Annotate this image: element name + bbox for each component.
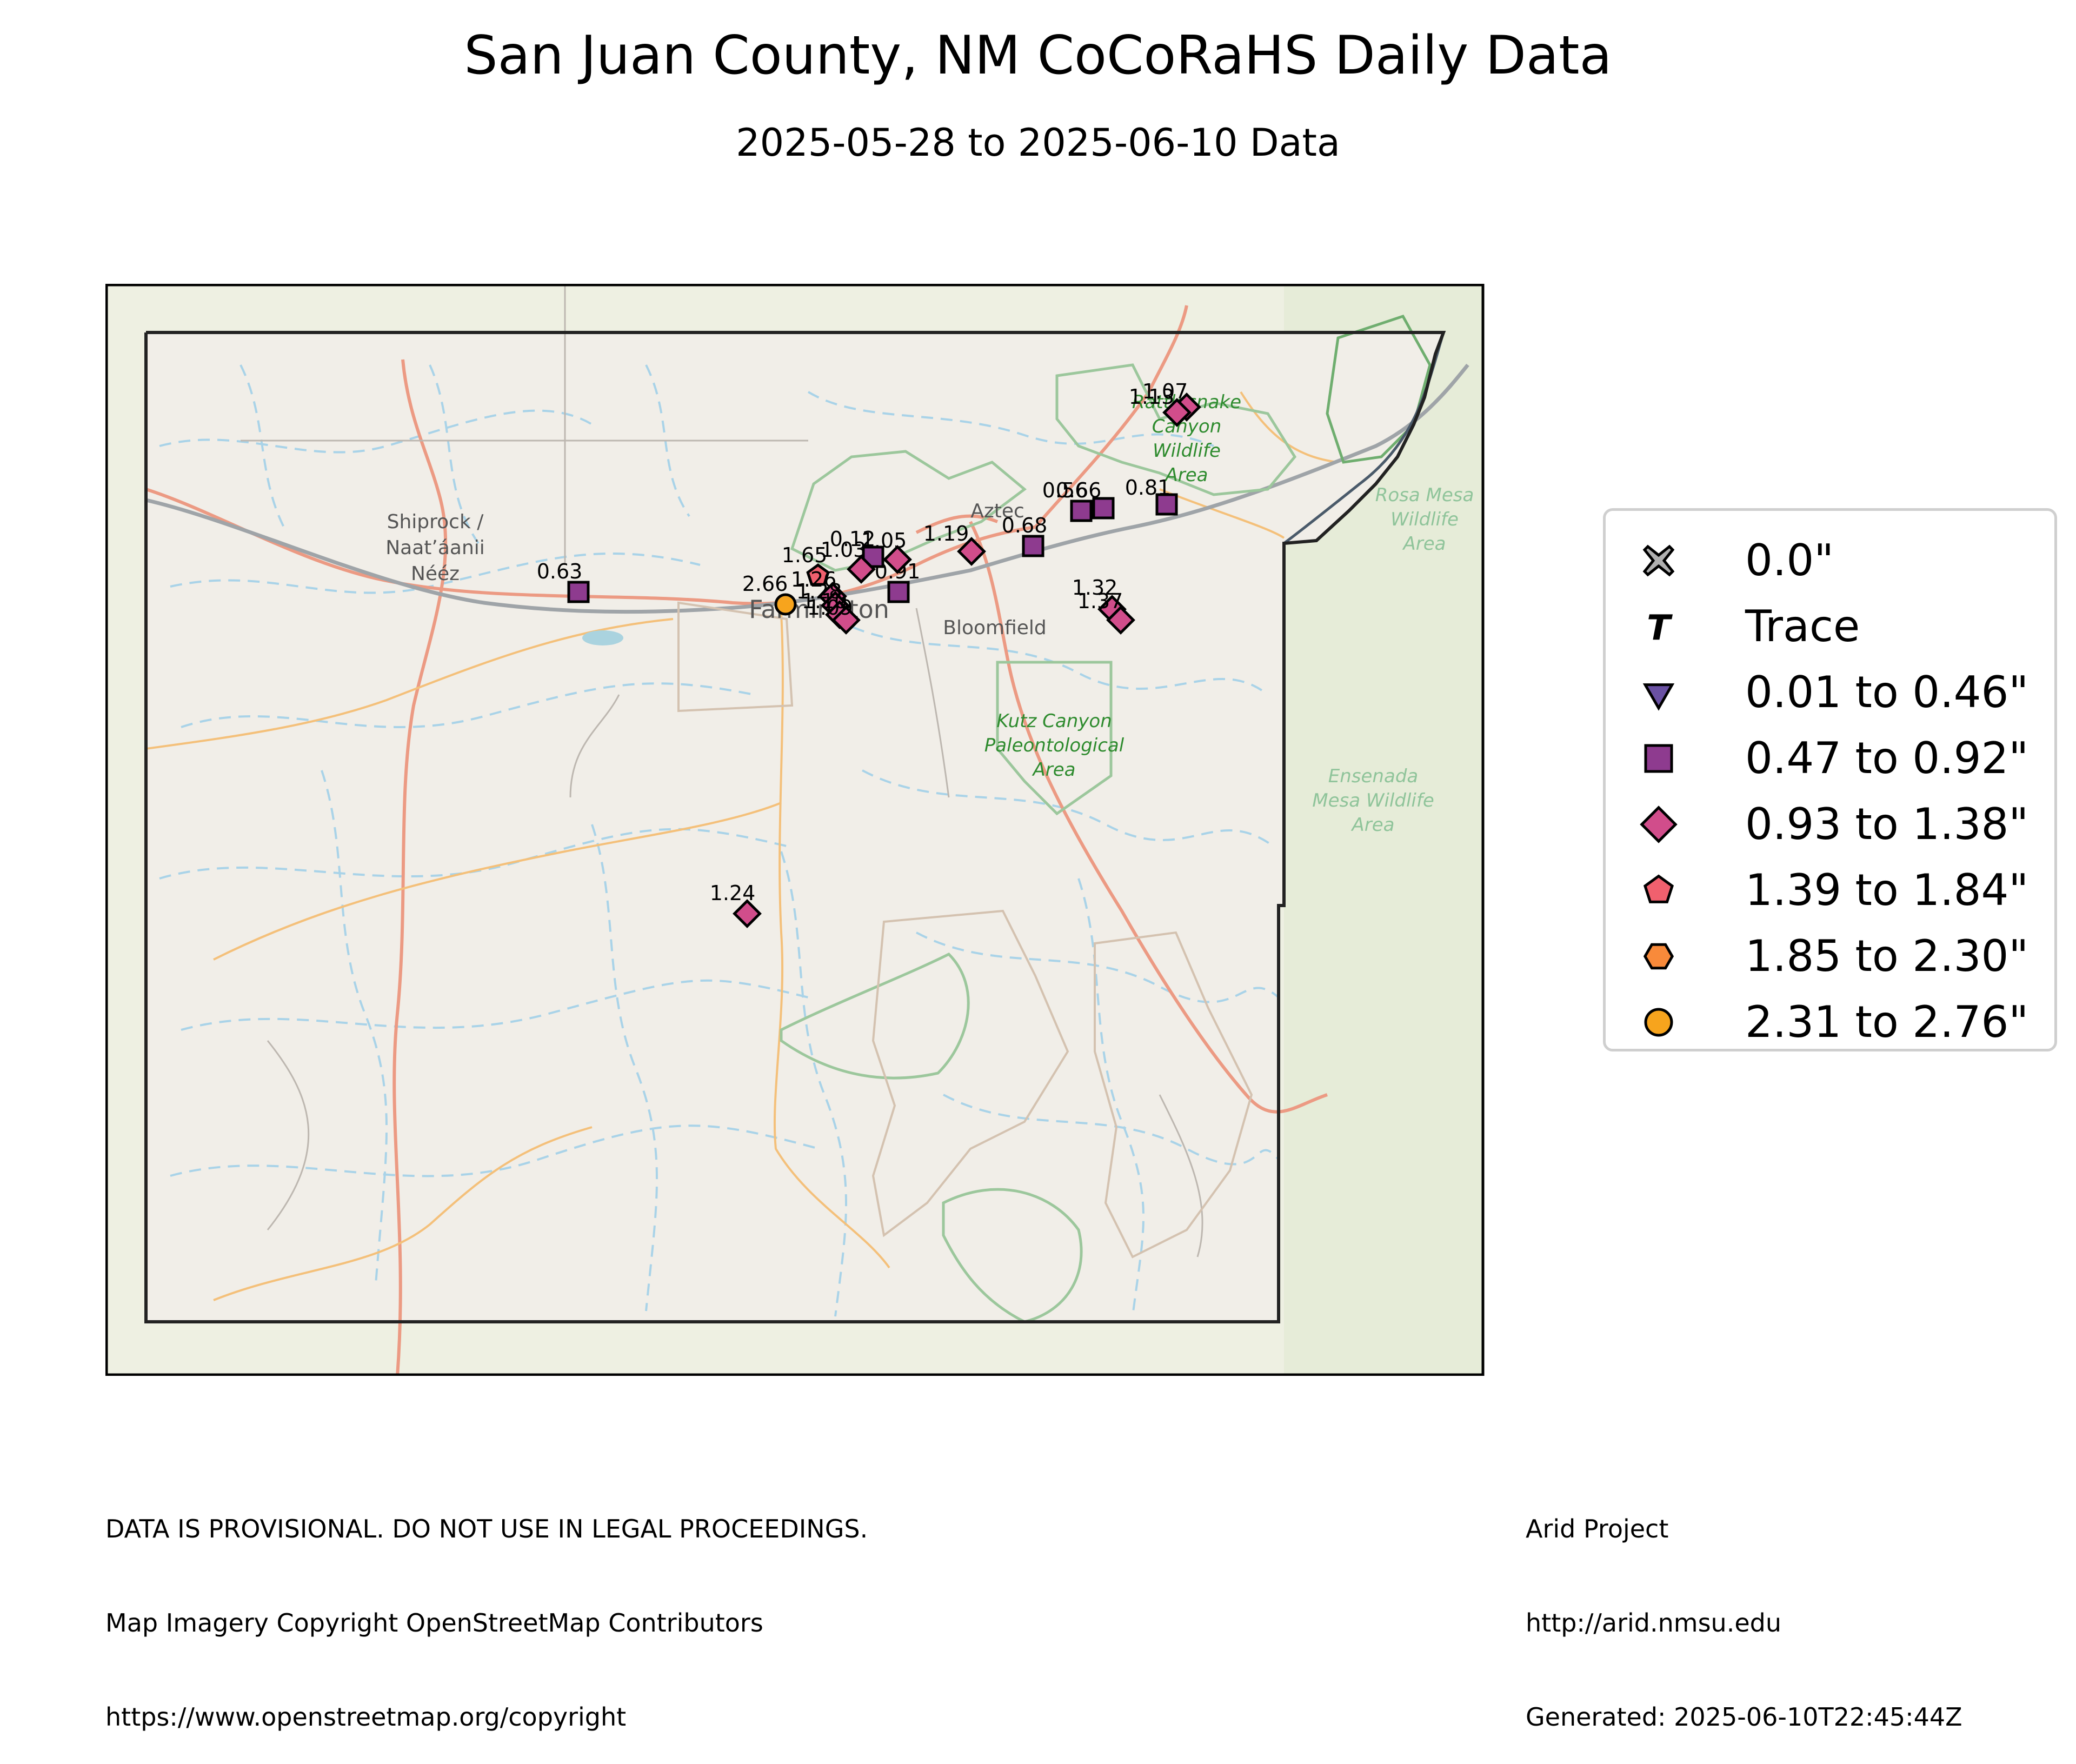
footer-line-project: Arid Project [1526, 1514, 1669, 1543]
legend-label: 0.47 to 0.92" [1745, 733, 2029, 783]
label-farmington: Farmington [749, 595, 889, 624]
station-marker [774, 593, 797, 616]
legend: 0.0" T Trace 0.01 to 0.46" 0.47 to 0.92" 0.93… [1603, 508, 2057, 1051]
map-frame [105, 284, 1485, 1376]
label-bloomfield: Bloomfield [943, 617, 1047, 639]
parcel-outlines [677, 601, 1253, 1259]
footer-line-generated: Generated: 2025-06-10T22:45:44Z [1526, 1702, 1962, 1732]
label-rosa-mesa-2: Wildlife [1390, 509, 1459, 530]
circle-marker-icon [1644, 1008, 1673, 1037]
lake [582, 630, 623, 645]
legend-label: 0.93 to 1.38" [1745, 799, 2029, 849]
legend-label: 0.01 to 0.46" [1745, 667, 2029, 717]
label-ensenada-3: Area [1351, 814, 1395, 836]
station-marker [1155, 493, 1178, 516]
label-rattlesnake-3: Wildlife [1153, 440, 1221, 462]
triangle-down-marker-icon [1642, 683, 1675, 711]
legend-item: T Trace [1606, 594, 2054, 659]
station-value-label: 1.03 [821, 538, 867, 562]
label-ensenada-2: Mesa Wildlife [1312, 790, 1434, 811]
footer-line-copyright: Map Imagery Copyright OpenStreetMap Cont… [105, 1608, 763, 1637]
station-marker [733, 899, 762, 928]
legend-label: Trace [1745, 601, 1860, 651]
footer-disclaimer: DATA IS PROVISIONAL. DO NOT USE IN LEGAL… [105, 1450, 868, 1764]
label-aztec: Aztec [970, 500, 1024, 522]
chart-subtitle: 2025-05-28 to 2025-06-10 Data [736, 121, 1340, 165]
station-marker [567, 581, 590, 603]
station-marker [1092, 497, 1115, 520]
station-marker [1106, 605, 1135, 635]
county-interior [146, 332, 1443, 1322]
legend-label: 0.0" [1745, 535, 1834, 585]
legend-label: 1.39 to 1.84" [1745, 865, 2029, 915]
label-shiprock-3: Nééz [411, 563, 460, 585]
station-value-label: 1.24 [710, 881, 756, 905]
station-marker [1162, 398, 1192, 427]
place-labels: Shiprock / Naatʼáanii Nééz Farmington Bl… [385, 391, 1474, 836]
station-marker [887, 581, 910, 603]
label-shiprock: Shiprock / [387, 511, 484, 533]
station-value-label: 0.12 [830, 527, 876, 551]
highways [145, 305, 1328, 1376]
local-roads [241, 284, 1203, 1257]
label-ensenada-1: Ensenada [1328, 765, 1418, 787]
legend-item: 0.93 to 1.38" [1606, 792, 2054, 857]
label-shiprock-2: Naatʼáanii [385, 537, 485, 559]
station-value-label: 1.10 [802, 589, 848, 613]
station-value-label: 0.56 [1042, 478, 1088, 502]
chart-title: San Juan County, NM CoCoRaHS Daily Data [464, 25, 1612, 86]
label-rattlesnake-4: Area [1165, 464, 1208, 486]
station-value-label: 1.13 [1129, 385, 1175, 409]
footer-credits: Arid Project http://arid.nmsu.edu Genera… [1526, 1450, 1962, 1764]
label-rosa-mesa-1: Rosa Mesa [1375, 484, 1474, 506]
label-kutz-3: Area [1032, 759, 1076, 781]
legend-item: 1.85 to 2.30" [1606, 924, 2054, 989]
station-value-label: 1.09 [807, 596, 853, 620]
station-value-label: 1.65 [782, 543, 828, 567]
station-value-label: 1.32 [1072, 576, 1118, 600]
legend-label: 2.31 to 2.76" [1745, 997, 2029, 1047]
station-value-label: 0.81 [1125, 476, 1171, 500]
station-value-label: 0.68 [1002, 514, 1048, 537]
minor-roads [145, 391, 1339, 1301]
station-value-label: 1.19 [923, 522, 969, 545]
station-value-label: 1.05 [861, 529, 907, 553]
station-value-label: 1.37 [1077, 589, 1123, 613]
footer-line-provisional: DATA IS PROVISIONAL. DO NOT USE IN LEGAL… [105, 1514, 868, 1543]
svg-text:T: T [1647, 608, 1673, 648]
station-marker [831, 605, 861, 635]
station-value-label: 1.28 [796, 580, 842, 603]
legend-item: 0.47 to 0.92" [1606, 726, 2054, 791]
station-markers: 1.071.130.810.660.560.680.631.321.370.91… [537, 380, 1201, 928]
legend-label: 1.85 to 2.30" [1745, 931, 2029, 981]
station-value-label: 1.26 [791, 568, 837, 591]
diamond-marker-icon [1640, 806, 1678, 843]
county-border [144, 331, 1446, 1323]
pentagon-marker-icon [1643, 874, 1674, 903]
station-value-label: 1.07 [1142, 380, 1188, 403]
station-marker [806, 563, 830, 586]
station-marker [957, 537, 986, 566]
station-marker [1070, 500, 1093, 522]
label-kutz-1: Kutz Canyon [996, 710, 1112, 732]
cross-marker-icon [1642, 544, 1675, 577]
station-marker [847, 555, 876, 584]
label-rosa-mesa-3: Area [1402, 533, 1446, 555]
legend-item: 0.0" [1606, 528, 2054, 593]
legend-item: 1.39 to 1.84" [1606, 858, 2054, 923]
trace-T-icon: T [1647, 608, 1673, 648]
footer-line-url: http://arid.nmsu.edu [1526, 1608, 1781, 1637]
station-marker [883, 545, 912, 574]
square-marker-icon [1644, 744, 1673, 773]
legend-item: 2.31 to 2.76" [1606, 990, 2054, 1055]
station-value-label: 2.66 [742, 572, 788, 596]
county-map: Shiprock / Naatʼáanii Nééz Farmington Bl… [105, 284, 1485, 1376]
hexagon-marker-icon [1643, 943, 1674, 970]
station-value-label: 0.63 [537, 560, 583, 583]
label-kutz-2: Paleontological [984, 735, 1124, 756]
legend-item: 0.01 to 0.46" [1606, 660, 2054, 725]
station-value-label: 0.66 [1056, 478, 1102, 502]
footer-line-osm-url: https://www.openstreetmap.org/copyright [105, 1702, 627, 1732]
station-marker [1022, 535, 1044, 557]
